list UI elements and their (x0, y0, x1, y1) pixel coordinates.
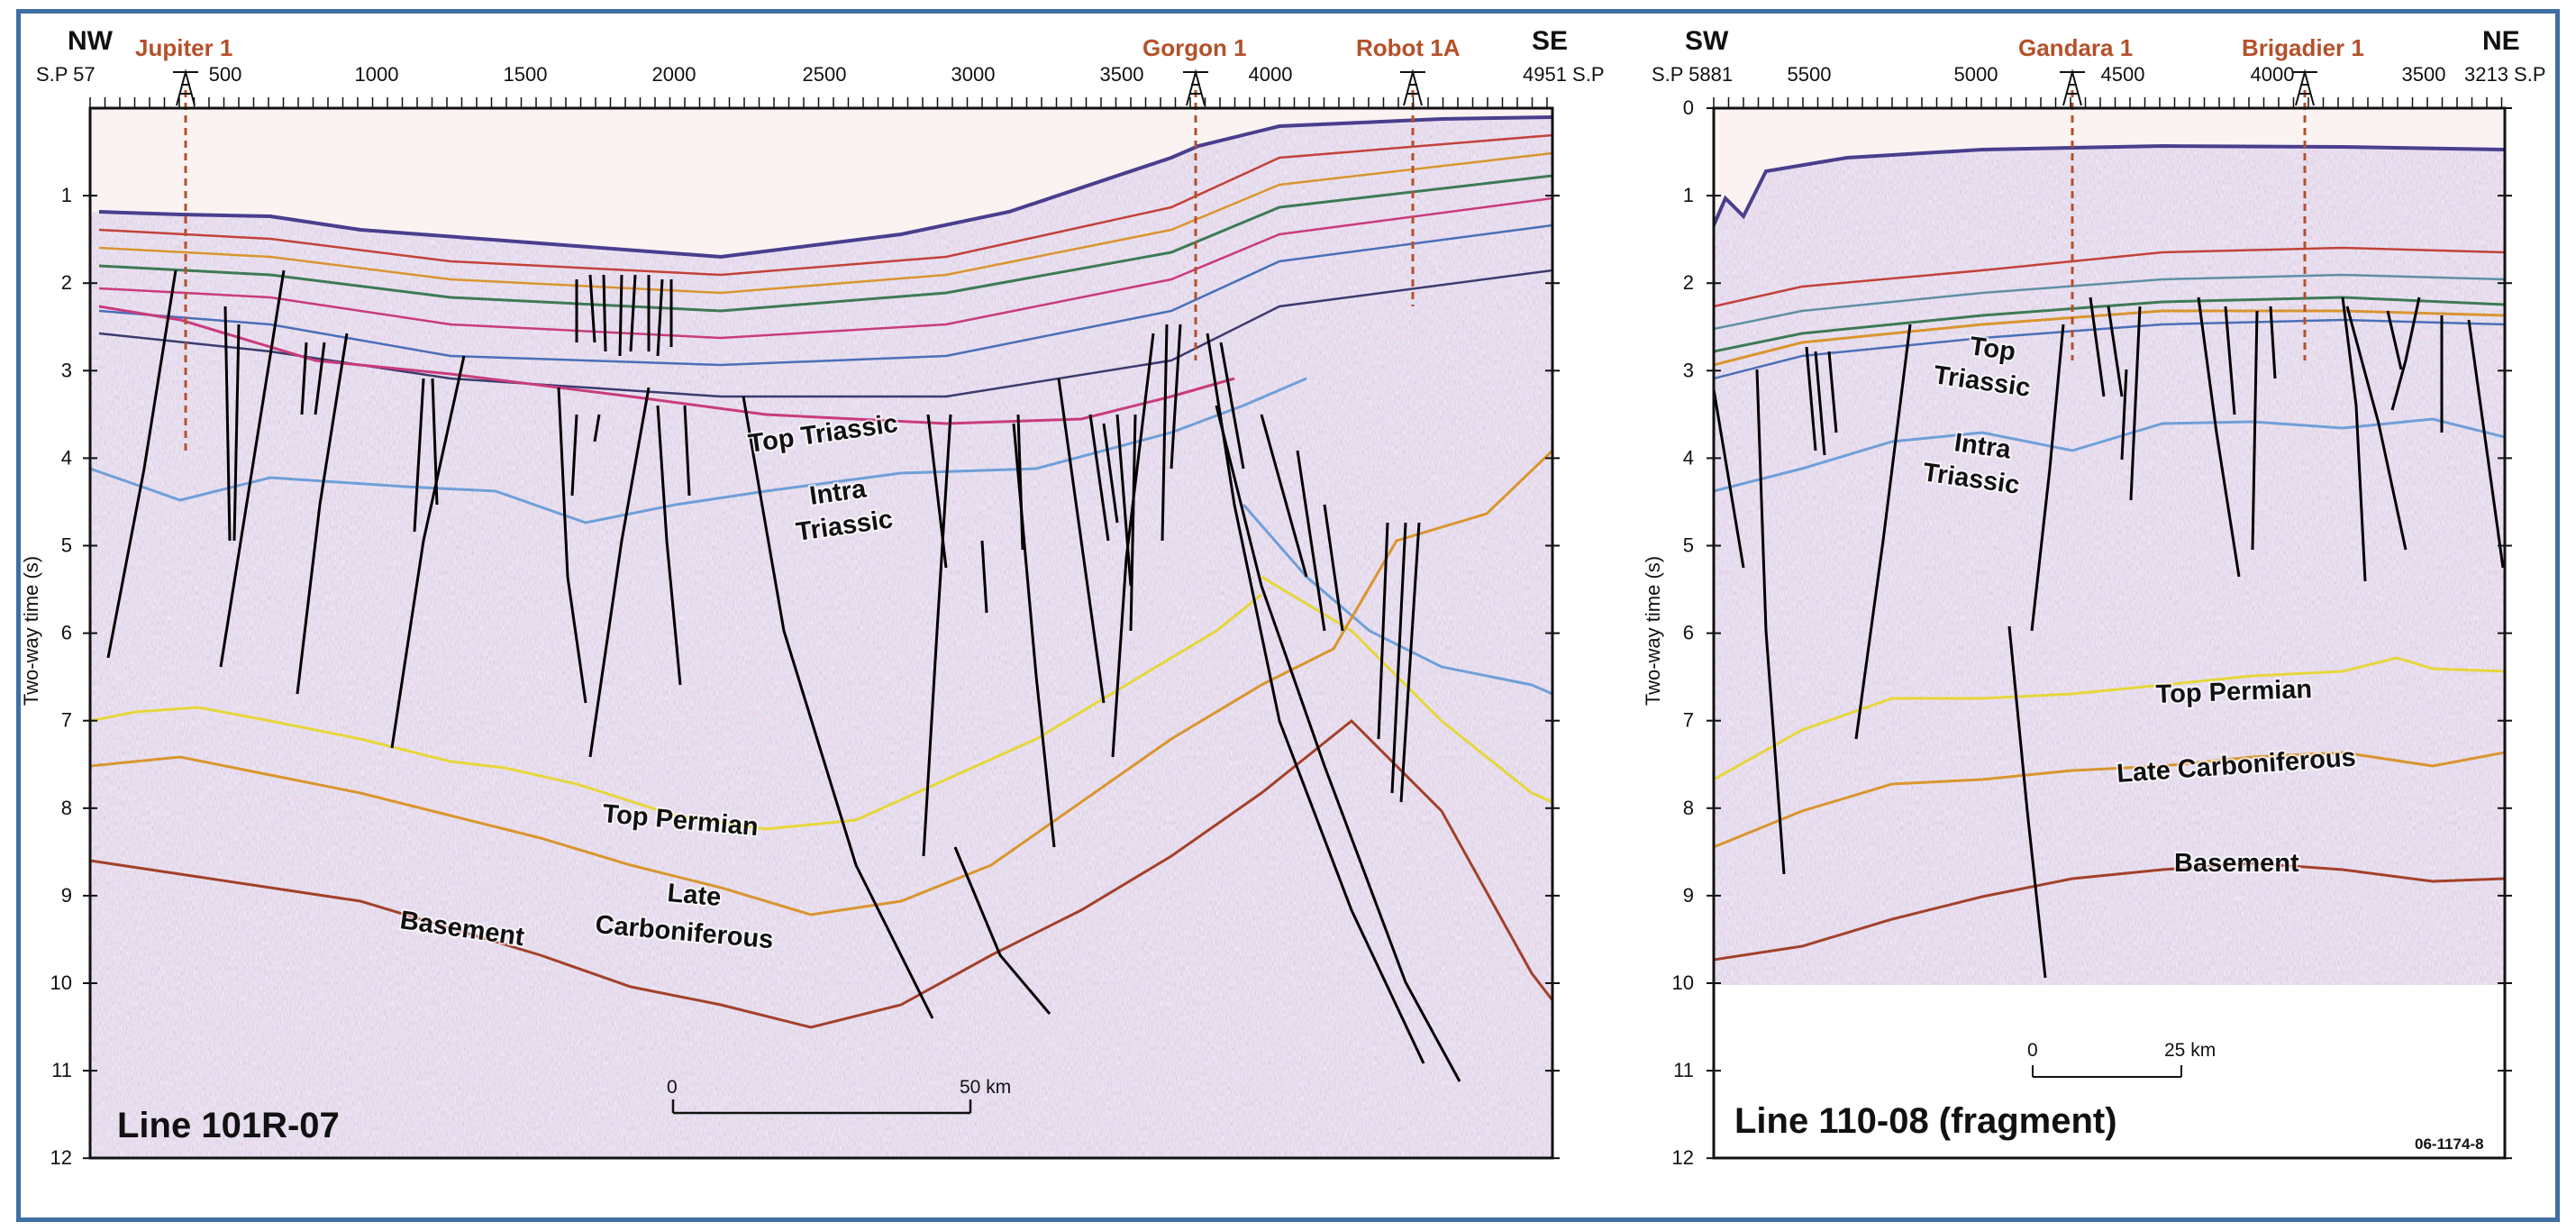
right-wells (2060, 68, 2317, 360)
left-ytick-label-2: 3 (61, 359, 72, 381)
left-sp-tick-6: 3500 (1100, 63, 1144, 86)
left-ytick-label-4: 5 (61, 534, 72, 557)
right-dir-sw: SW (1685, 26, 1729, 56)
right-ytick-label-9: 9 (1683, 884, 1694, 907)
right-intra-triassic-horizon (1714, 417, 2505, 493)
left-ytick-label-11: 12 (50, 1146, 72, 1169)
right-sp-end: 3213 S.P (2464, 63, 2546, 86)
left-label-late-1: Late (666, 879, 722, 912)
left-water-column (90, 108, 1552, 257)
left-scale-start: 0 (667, 1077, 678, 1098)
right-basement-horizon (1714, 862, 2505, 962)
left-sp-start: S.P 57 (36, 63, 96, 86)
left-sp-end: 4951 S.P (1523, 63, 1605, 86)
right-sp-tick-2: 4500 (2101, 63, 2145, 86)
right-ytick-label-7: 7 (1683, 709, 1694, 732)
right-label-basement: Basement (2174, 849, 2299, 878)
right-ytick-label-6: 6 (1683, 622, 1694, 644)
right-ytick-label-4: 4 (1683, 446, 1694, 469)
left-top-permian-horizon (90, 593, 1262, 831)
left-sp-tick-4: 2500 (803, 63, 847, 86)
left-sp-tick-2: 1500 (504, 63, 548, 86)
left-ytick-label-5: 6 (61, 622, 72, 644)
right-ytick-label-12: 12 (1672, 1146, 1694, 1169)
right-ytick-label-0: 0 (1683, 96, 1694, 119)
right-ytick-label-2: 2 (1683, 271, 1694, 294)
right-late-carb-horizon (1714, 751, 2505, 849)
well-label-gandara-1: Gandara 1 (2018, 34, 2133, 61)
left-dir-se: SE (1532, 26, 1568, 56)
right-y-axis-label: Two-way time (s) (1642, 556, 1664, 706)
left-sp-tick-1: 1000 (355, 63, 399, 86)
right-top-permian-horizon (1714, 656, 2505, 781)
right-scale-bar (2032, 1065, 2182, 1078)
right-dir-ne: NE (2482, 26, 2520, 56)
left-panel (83, 68, 1560, 1160)
left-intra-triassic-horizon (90, 377, 1307, 524)
left-basement-horizon (90, 718, 1552, 1029)
right-ytick-label-5: 5 (1683, 534, 1694, 557)
right-sp-tick-0: 5500 (1788, 63, 1832, 86)
right-label-top-permian: Top Permian (2155, 675, 2313, 709)
right-sp-tick-4: 3500 (2402, 63, 2446, 86)
well-label-gorgon-1: Gorgon 1 (1142, 34, 1247, 61)
right-scale-start: 0 (2027, 1040, 2038, 1061)
right-sp-start: S.P 5881 (1652, 63, 1733, 86)
right-ytick-label-8: 8 (1683, 797, 1694, 819)
right-panel (1707, 68, 2512, 1160)
left-top-triassic-horizon (98, 305, 1235, 425)
gorgon-rig-icon (1183, 68, 1208, 106)
well-label-robot-1a: Robot 1A (1356, 34, 1461, 61)
left-faults (106, 269, 1461, 1082)
left-sp-tick-labels: 500 1000 1500 2000 2500 3000 3500 4000 (209, 63, 1293, 86)
right-ytick-label-11: 11 (1673, 1059, 1694, 1081)
left-sp-tick-0: 500 (209, 63, 242, 86)
left-late-carb-horizon (90, 449, 1552, 916)
right-line-title: Line 110-08 (fragment) (1734, 1101, 2117, 1141)
left-dir-nw: NW (68, 26, 114, 56)
right-seismic-texture (1714, 108, 2505, 985)
right-ytick-label-1: 1 (1683, 184, 1694, 206)
right-ytick-label-10: 10 (1672, 971, 1694, 994)
left-ytick-label-3: 4 (61, 446, 72, 469)
left-ytick-label-6: 7 (61, 709, 72, 732)
gandara-rig-icon (2060, 68, 2085, 106)
right-scale-end: 25 km (2164, 1040, 2216, 1061)
well-label-brigadier-1: Brigadier 1 (2242, 34, 2364, 61)
right-faults (1714, 296, 2505, 979)
right-seafloor (1714, 143, 2505, 226)
left-ytick-label-10: 11 (51, 1059, 72, 1081)
left-sp-tick-3: 2000 (652, 63, 696, 86)
right-sp-tick-3: 4000 (2251, 63, 2295, 86)
left-ytick-label-7: 8 (61, 797, 72, 819)
left-scale-bar (671, 1099, 972, 1115)
robot-rig-icon (1400, 68, 1425, 106)
well-label-jupiter-1: Jupiter 1 (135, 34, 232, 61)
right-ytick-label-3: 3 (1683, 359, 1694, 381)
left-y-axis-label: Two-way time (s) (20, 556, 42, 706)
left-ytick-label-1: 2 (61, 271, 72, 294)
jupiter-rig-icon (173, 68, 198, 106)
left-line-title: Line 101R-07 (117, 1106, 340, 1145)
left-ytick-label-8: 9 (61, 884, 72, 907)
left-ytick-label-9: 10 (50, 971, 72, 994)
brigadier-rig-icon (2292, 68, 2317, 106)
left-sp-tick-5: 3000 (951, 63, 996, 86)
left-wells (173, 68, 1425, 451)
left-ytick-label-0: 1 (61, 184, 72, 206)
right-sp-tick-1: 5000 (1954, 63, 1998, 86)
left-seafloor (98, 115, 1552, 260)
figure-id: 06-1174-8 (2415, 1135, 2484, 1153)
right-sp-tick-labels: 5500 5000 4500 4000 3500 (1788, 63, 2446, 86)
left-scale-end: 50 km (960, 1077, 1011, 1098)
left-sp-tick-7: 4000 (1249, 63, 1293, 86)
